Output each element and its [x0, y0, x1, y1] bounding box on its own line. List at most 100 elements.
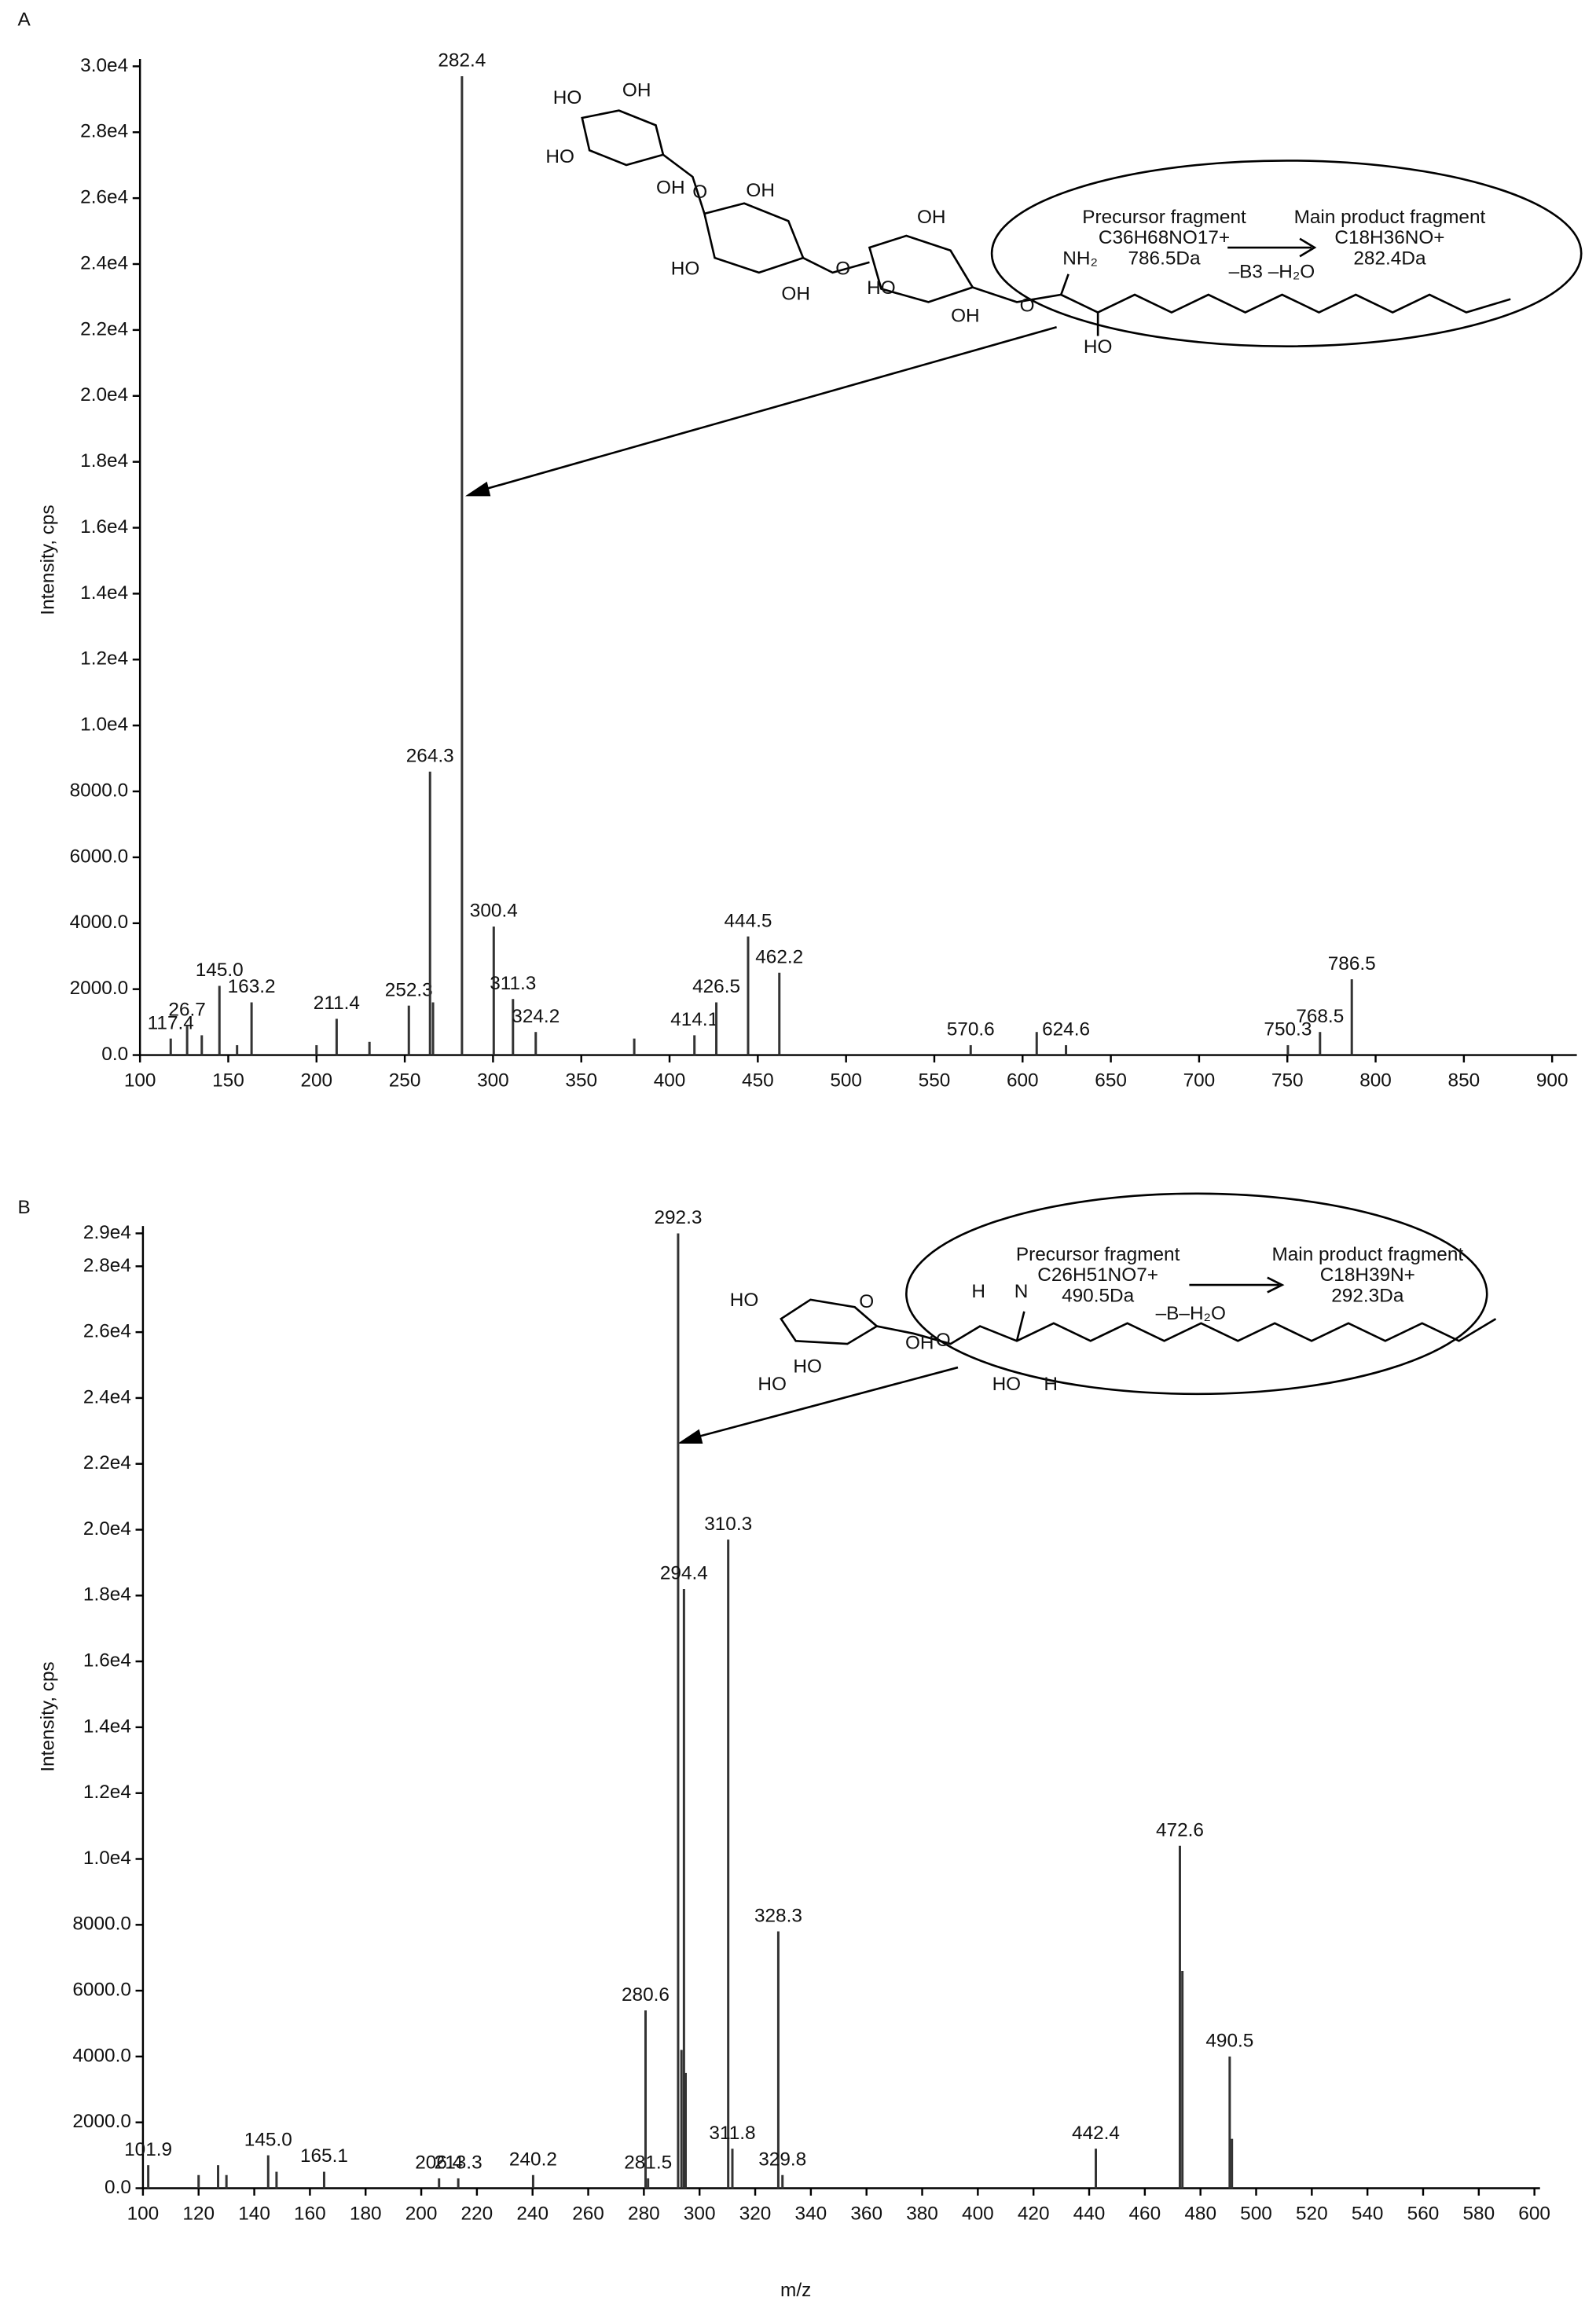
- x-tick-label: 580: [1462, 2204, 1495, 2225]
- peak-label: 442.4: [1072, 2123, 1120, 2144]
- peak-label: 311.3: [490, 973, 536, 994]
- x-tick-label: 220: [461, 2204, 493, 2225]
- x-tick-label: 100: [127, 2204, 160, 2225]
- annotation: C26H51NO7+: [1037, 1264, 1158, 1286]
- y-tick-label: 2.2e4: [83, 1452, 131, 1473]
- x-tick-label: 650: [1095, 1070, 1127, 1092]
- x-tick-label: 200: [405, 2204, 438, 2225]
- peak-label: 101.9: [124, 2139, 172, 2160]
- atom-label: N: [1014, 1281, 1029, 1302]
- x-tick-label: 460: [1129, 2204, 1161, 2225]
- annotation: C36H68NO17+: [1099, 227, 1230, 248]
- atom-label: OH: [746, 180, 775, 201]
- x-tick-label: 360: [850, 2204, 882, 2225]
- x-tick-label: 200: [300, 1070, 332, 1092]
- atom-label: HO: [867, 277, 896, 299]
- atom-label: HO: [730, 1290, 759, 1311]
- atom-label: OH: [781, 283, 810, 304]
- y-tick-label: 2000.0: [72, 2111, 131, 2132]
- fragment-ellipse: [905, 1192, 1488, 1396]
- x-tick-label: 600: [1007, 1070, 1039, 1092]
- bond: [662, 153, 706, 215]
- bond: [1015, 1311, 1025, 1341]
- annotation: Precursor fragment: [1016, 1244, 1180, 1265]
- peak-label: 213.3: [435, 2152, 482, 2174]
- atom-label: HO: [553, 87, 582, 108]
- atom-label: OH: [917, 207, 946, 228]
- atom-label: O: [692, 182, 707, 203]
- fragment-arrow-head: [1267, 1276, 1285, 1294]
- atom-label: OH: [656, 177, 685, 198]
- y-tick-label: 1.6e4: [83, 1650, 131, 1672]
- y-tick-label: 8000.0: [72, 1914, 131, 1935]
- x-tick-label: 240: [516, 2204, 549, 2225]
- annotation: 490.5Da: [1062, 1286, 1135, 1307]
- atom-label: HO: [545, 146, 574, 167]
- x-tick-label: 850: [1448, 1070, 1480, 1092]
- atom-label: HO: [1084, 336, 1113, 358]
- x-tick-label: 540: [1352, 2204, 1384, 2225]
- x-tick-label: 300: [477, 1070, 509, 1092]
- x-tick-label: 400: [962, 2204, 994, 2225]
- atom-label: NH₂: [1062, 248, 1098, 269]
- x-tick-label: 800: [1359, 1070, 1392, 1092]
- peak-label: 165.1: [300, 2145, 348, 2167]
- structure-b: [677, 1192, 1497, 1444]
- y-tick-label: 4000.0: [72, 2045, 131, 2066]
- peak-label: 750.3: [1264, 1019, 1312, 1040]
- peak-label: 26.7: [168, 999, 205, 1020]
- x-tick-label: 750: [1271, 1070, 1304, 1092]
- x-tick-label: 400: [654, 1070, 686, 1092]
- atom-label: OH: [905, 1333, 934, 1354]
- atom-label: HO: [793, 1356, 822, 1378]
- peak-label: 786.5: [1328, 953, 1376, 974]
- peak-label: 281.5: [624, 2152, 672, 2174]
- y-tick-label: 2.6e4: [80, 187, 128, 208]
- pointer-arrow: [474, 326, 1057, 494]
- annotation: 292.3Da: [1331, 1286, 1404, 1307]
- y-tick-label: 2000.0: [70, 978, 129, 999]
- atom-label: O: [936, 1330, 951, 1351]
- peak-label: 163.2: [228, 976, 276, 997]
- annotation: Precursor fragment: [1082, 207, 1246, 228]
- x-tick-label: 260: [572, 2204, 604, 2225]
- peak-label: 462.2: [755, 946, 803, 967]
- peak-label: 240.2: [509, 2149, 557, 2170]
- peak-label: 310.3: [704, 1514, 752, 1535]
- annotation: C18H36NO+: [1334, 227, 1444, 248]
- peak-label: 206.4: [415, 2152, 463, 2174]
- x-tick-label: 250: [389, 1070, 421, 1092]
- fragment-ellipse: [990, 160, 1583, 347]
- y-axis-title: Intensity, cps: [37, 505, 58, 615]
- annotation: –B3 –H₂O: [1229, 261, 1315, 282]
- y-tick-label: 1.0e4: [83, 1848, 131, 1869]
- bond: [1060, 273, 1070, 295]
- peak-label: 328.3: [754, 1905, 802, 1926]
- peak-label: 472.6: [1156, 1819, 1204, 1840]
- atom-label: OH: [951, 306, 980, 327]
- x-tick-label: 380: [906, 2204, 938, 2225]
- sugar-ring: [581, 109, 665, 167]
- x-tick-label: 160: [294, 2204, 326, 2225]
- y-tick-label: 2.6e4: [83, 1321, 131, 1342]
- peak-label: 282.4: [438, 50, 486, 72]
- x-tick-label: 550: [919, 1070, 951, 1092]
- atom-label: HO: [758, 1374, 787, 1395]
- structure-a: [465, 109, 1583, 497]
- peak-label: 252.3: [385, 979, 433, 1000]
- annotation: Main product fragment: [1294, 207, 1486, 228]
- pointer-arrow-head: [465, 481, 491, 497]
- y-tick-label: 2.2e4: [80, 318, 128, 339]
- x-axis-title: m/z: [780, 2280, 811, 2301]
- x-tick-label: 320: [739, 2204, 772, 2225]
- peak-label: 145.0: [196, 960, 244, 981]
- annotation: –B–H₂O: [1156, 1303, 1226, 1324]
- y-tick-label: 6000.0: [70, 846, 129, 867]
- y-tick-label: 2.4e4: [80, 252, 128, 273]
- pointer-arrow: [686, 1366, 959, 1441]
- x-tick-label: 120: [182, 2204, 215, 2225]
- peak-label: 329.8: [758, 2149, 806, 2170]
- x-tick-label: 180: [350, 2204, 382, 2225]
